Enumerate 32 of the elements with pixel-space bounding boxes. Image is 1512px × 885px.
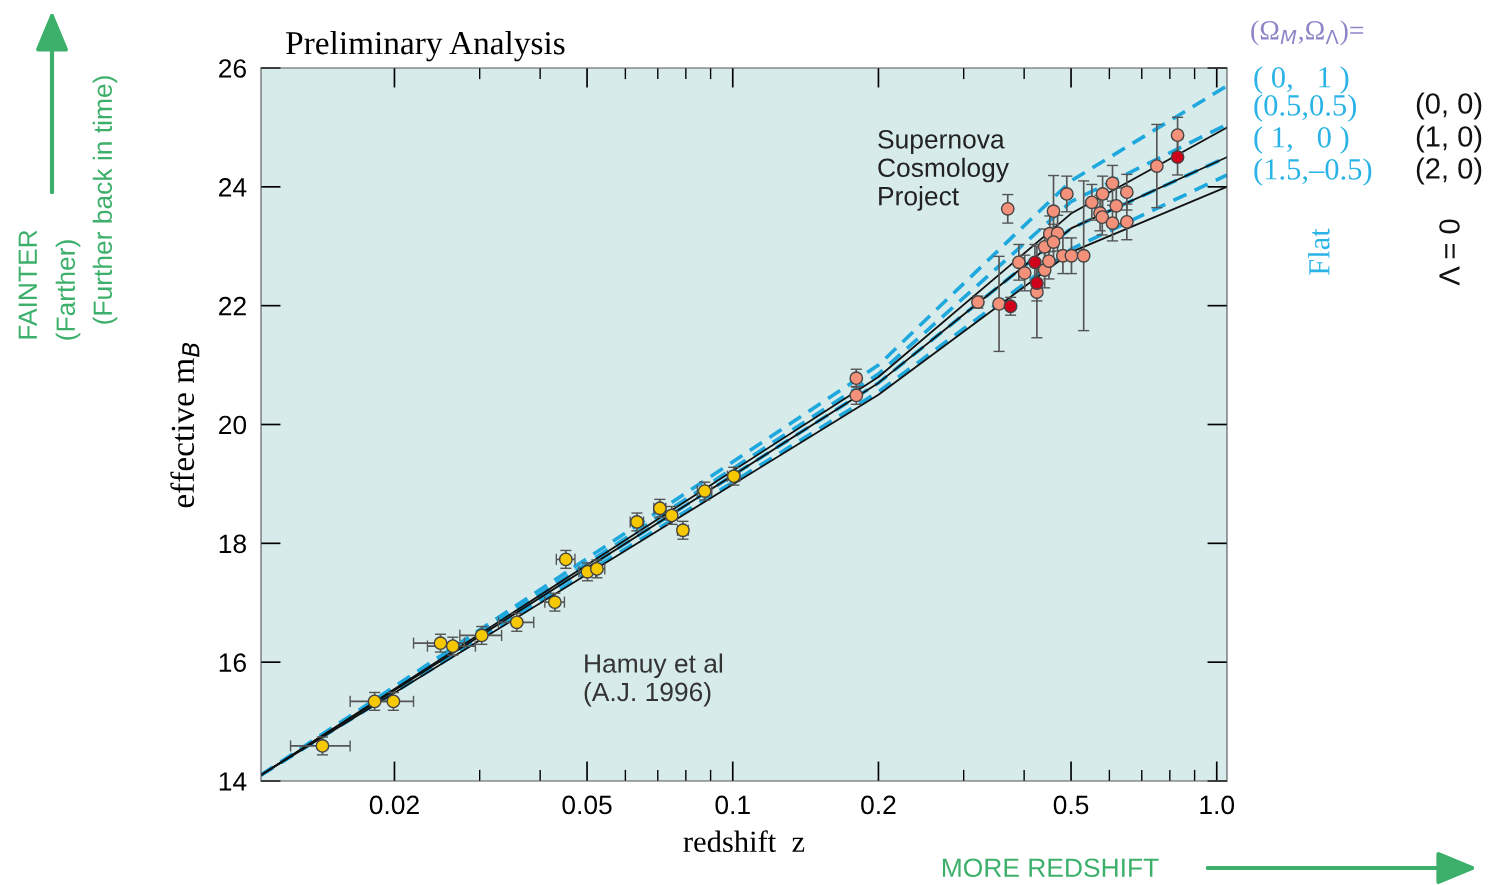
text: ( 0, 1 ) [1254, 66, 1349, 94]
text: (Ω$_{M}$,Ω$_{Λ}$)= [1251, 20, 1364, 46]
x-tick-label: 0.1 [715, 795, 750, 815]
y-tick-label: 16 [219, 653, 246, 672]
text: FAINTER [18, 230, 37, 339]
text: ( 1, 0 ) [1254, 126, 1349, 154]
y-tick-label: 20 [219, 415, 247, 435]
x-tick-label: 0.02 [369, 795, 419, 815]
text: (Farther) [55, 240, 81, 340]
x-axis-title: redshift z [683, 830, 805, 853]
annotation: Supernova Cosmology Project [878, 129, 1009, 211]
x-tick-label: 1.0 [1200, 795, 1235, 815]
text: (2, 0) [1416, 157, 1482, 185]
text: Λ = 0 [1439, 219, 1460, 286]
text: (Further back in time) [92, 76, 118, 324]
y-tick-label: 24 [219, 177, 247, 197]
annotation: Hamuy et al (A.J. 1996) [584, 653, 723, 707]
y-tick-label: 14 [219, 772, 247, 791]
y-tick-label: 18 [219, 534, 246, 554]
chart-title: Preliminary Analysis [286, 30, 565, 62]
y-axis-title: effective m$_{B}$ [170, 342, 200, 508]
y-tick-label: 26 [219, 59, 246, 78]
text: (1.5,–0.5) [1254, 158, 1372, 186]
text: (1, 0) [1416, 125, 1482, 153]
text: Flat [1308, 228, 1330, 275]
text: MORE REDSHIFT [942, 858, 1159, 878]
text: (0, 0) [1416, 92, 1482, 120]
x-tick-label: 0.2 [861, 795, 896, 815]
x-tick-label: 0.5 [1053, 795, 1089, 815]
y-tick-label: 22 [219, 296, 246, 316]
x-tick-label: 0.05 [562, 795, 612, 815]
text: (0.5,0.5) [1254, 94, 1357, 122]
